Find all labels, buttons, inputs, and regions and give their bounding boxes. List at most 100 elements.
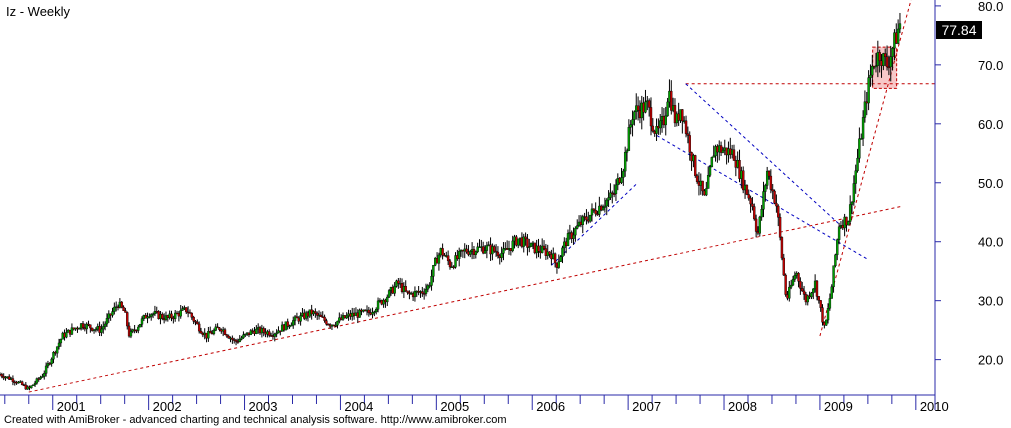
candle-body: [81, 323, 85, 328]
candle-body: [789, 284, 793, 288]
candle-body: [148, 316, 151, 318]
candle-body: [765, 170, 769, 186]
footer-credit: Created with AmiBroker - advanced charti…: [4, 414, 507, 426]
y-tick-label: 80.0: [978, 0, 1003, 14]
candle-body: [8, 376, 11, 380]
candle-body: [126, 312, 129, 327]
candle-body: [100, 328, 103, 333]
candle-body: [751, 203, 754, 207]
candle-body: [631, 119, 634, 125]
candle-body: [50, 358, 53, 365]
candle-body: [848, 204, 852, 222]
candle-body: [242, 334, 245, 339]
candle-body: [708, 166, 712, 176]
candle-body: [732, 149, 736, 161]
candle-body: [603, 205, 607, 208]
candle-body: [129, 331, 133, 337]
candle-body: [432, 265, 435, 277]
x-tick-label: 2007: [632, 399, 661, 414]
candle-body: [43, 373, 46, 377]
candle-body: [153, 311, 157, 315]
candle-body: [196, 321, 199, 325]
candle-body: [747, 194, 750, 199]
candle-body: [585, 216, 588, 221]
candle-body: [295, 316, 299, 319]
candle-body: [255, 328, 258, 334]
candle-body: [629, 124, 632, 128]
candle-body: [830, 286, 833, 299]
candle-body: [688, 135, 691, 153]
candle-body: [85, 323, 88, 330]
x-tick-label: 2006: [536, 399, 565, 414]
candle-body: [889, 56, 892, 68]
y-tick-label: 20.0: [978, 353, 1003, 368]
candle-body: [712, 155, 715, 158]
candle-body: [845, 216, 848, 226]
x-tick-label: 2003: [249, 399, 278, 414]
candle-body: [605, 199, 608, 207]
candle-body: [31, 384, 35, 386]
candle-body: [644, 101, 647, 113]
candle-body: [137, 326, 140, 331]
candle-body: [325, 320, 328, 325]
candle-body: [105, 318, 109, 325]
candle-body: [395, 280, 398, 287]
candle-body: [832, 265, 835, 288]
candle-body: [212, 330, 216, 334]
candle-body: [161, 314, 164, 319]
candle-body: [286, 321, 289, 327]
candle-body: [46, 363, 50, 367]
candle-body: [801, 288, 804, 292]
candle-body: [107, 313, 111, 319]
candle-body: [771, 189, 774, 192]
candle-body: [557, 261, 560, 268]
candle-body: [375, 308, 378, 313]
candle-body: [742, 170, 745, 191]
candle-body: [548, 251, 551, 255]
candle-body: [192, 316, 195, 322]
candle-body: [493, 246, 496, 252]
candle-body: [885, 56, 889, 68]
candle-body: [387, 290, 391, 298]
candle-body: [37, 378, 40, 380]
candle-body: [754, 218, 758, 232]
candle-body: [609, 192, 612, 198]
candle-body: [315, 312, 319, 316]
candle-body: [481, 246, 485, 254]
candle-body: [334, 324, 337, 327]
candle-body: [782, 257, 785, 276]
candle-body: [11, 378, 15, 383]
candle-body: [393, 286, 396, 294]
candle-body: [151, 313, 155, 316]
y-tick-label: 60.0: [978, 117, 1003, 132]
candle-body: [319, 314, 323, 317]
candle-body: [592, 208, 596, 211]
candle-body: [218, 327, 221, 330]
candle-body: [179, 310, 182, 317]
candle-body: [799, 281, 802, 289]
candle-body: [428, 285, 431, 287]
candle-body: [625, 150, 629, 153]
candle-body: [681, 109, 684, 122]
candle-body: [826, 307, 830, 321]
candle-body: [810, 292, 813, 298]
candle-body: [345, 315, 348, 319]
candle-body: [458, 251, 461, 259]
candle-body: [601, 207, 605, 211]
candle-body: [209, 331, 212, 334]
candle-body: [408, 292, 411, 294]
x-tick-label: 2002: [153, 399, 182, 414]
candle-body: [413, 291, 417, 298]
chart-title: Iz - Weekly: [6, 4, 71, 19]
candle-body: [465, 248, 468, 253]
candle-body: [710, 157, 714, 168]
candle-body: [194, 320, 197, 323]
candle-body: [111, 311, 114, 316]
candle-body: [358, 309, 361, 318]
candle-body: [30, 385, 33, 389]
candle-body: [323, 316, 326, 321]
candle-body: [293, 316, 297, 321]
candle-body: [127, 325, 131, 337]
candle-body: [828, 298, 832, 309]
candle-body: [39, 377, 42, 380]
